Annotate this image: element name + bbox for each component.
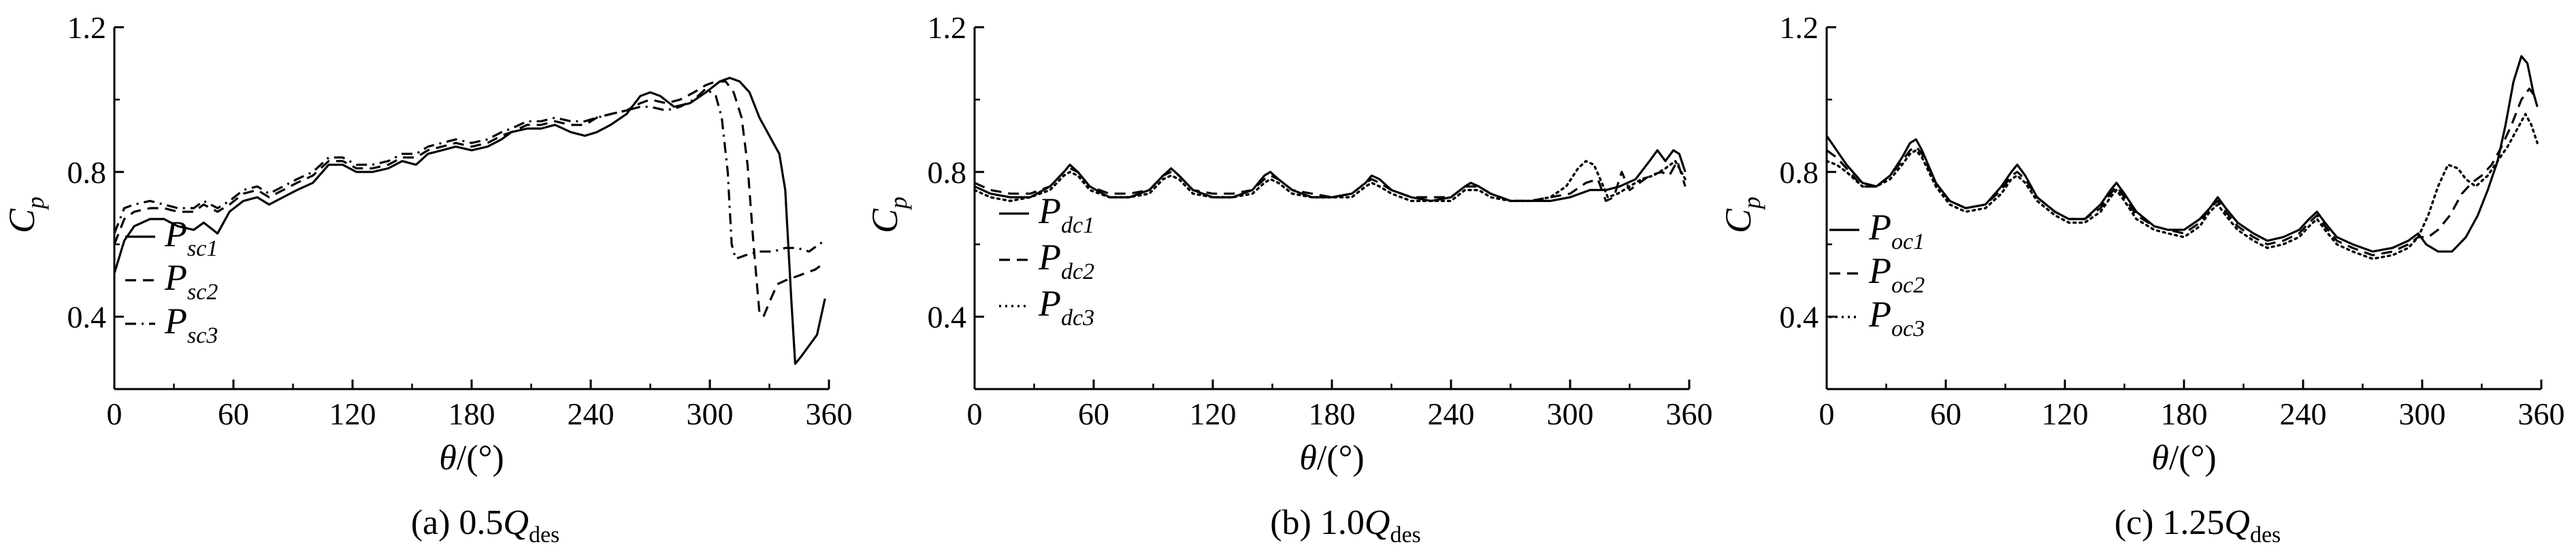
legend-label-sub: dc1 (1061, 213, 1094, 238)
series-line-Poc3 (1825, 113, 2539, 261)
x-tick-label: 60 (218, 397, 249, 431)
series-line-Pdc2 (974, 160, 1686, 202)
series-line-Pdc1 (974, 149, 1686, 202)
y-axis-label-sub: p (885, 197, 912, 211)
x-tick-label: 300 (687, 397, 734, 431)
legend-label-sub: dc2 (1061, 259, 1094, 284)
series-line-Poc2 (1826, 87, 2539, 256)
caption-symbol: Q (503, 503, 529, 542)
caption-symbol: Q (2224, 503, 2250, 542)
x-tick-label: 360 (806, 397, 853, 431)
caption-prefix: (c) 1.25 (2115, 503, 2225, 542)
x-axis-label: θ/(°) (439, 439, 504, 477)
legend-label-sub: dc3 (1061, 305, 1094, 331)
x-tick-label: 0 (1819, 397, 1835, 431)
x-tick-label: 240 (1428, 397, 1475, 431)
x-axis-label-symbol: θ (439, 439, 457, 477)
x-tick-label: 240 (2280, 397, 2327, 431)
x-axis-label-symbol: θ (1299, 439, 1317, 477)
x-tick-label: 0 (967, 397, 983, 431)
caption-symbol: Q (1365, 503, 1390, 542)
legend-label-sub: sc1 (187, 236, 218, 261)
series-line-Psc2 (113, 80, 826, 318)
x-axis-label-unit: /(°) (1317, 439, 1365, 477)
legend-label-Psc1: Psc1 (164, 214, 218, 261)
legend-label-sub: sc3 (187, 323, 218, 348)
y-tick-label: 1.2 (67, 10, 107, 45)
x-tick-label: 240 (568, 397, 615, 431)
y-tick-label: 0.4 (928, 300, 967, 335)
x-tick-label: 180 (1309, 397, 1356, 431)
x-tick-label: 180 (2161, 397, 2208, 431)
x-tick-label: 360 (2518, 397, 2565, 431)
panel-caption: (a) 0.5Qdes (411, 503, 560, 548)
x-tick-label: 180 (449, 397, 495, 431)
legend-label-Psc3: Psc3 (164, 301, 218, 348)
legend-label-sub: oc3 (1891, 316, 1925, 341)
caption-prefix: (a) 0.5 (411, 503, 504, 542)
y-tick-label: 0.4 (1780, 300, 1819, 335)
y-axis-label: Cp (1, 197, 49, 233)
legend-label-sub: sc2 (187, 280, 218, 305)
y-tick-label: 0.8 (1780, 155, 1819, 190)
legend-label-Pdc3: Pdc3 (1038, 283, 1094, 331)
x-tick-label: 60 (1930, 397, 1961, 431)
panel-caption: (c) 1.25Qdes (2115, 503, 2281, 548)
chart-panel-1: 0 60 120 180 240 300 360 0.4 0.8 1.2 Cp θ/(°) (a) 0.… (1, 10, 853, 548)
y-axis-label-sub: p (22, 197, 49, 211)
y-axis-label: Cp (1718, 197, 1765, 233)
x-axis-label-symbol: θ (2151, 439, 2169, 477)
y-axis-label: Cp (864, 197, 912, 233)
x-tick-label: 360 (1666, 397, 1713, 431)
x-tick-label: 300 (2399, 397, 2446, 431)
caption-prefix: (b) 1.0 (1270, 503, 1365, 542)
legend-label-Poc3: Poc3 (1868, 294, 1925, 341)
caption-sub: des (529, 522, 559, 548)
x-tick-label: 60 (1078, 397, 1109, 431)
caption-sub: des (2250, 522, 2281, 548)
y-tick-label: 0.4 (67, 300, 107, 335)
x-axis-label-unit: /(°) (457, 439, 504, 477)
x-tick-label: 120 (329, 397, 376, 431)
series-line-Psc3 (113, 87, 826, 261)
legend-label-Poc1: Poc1 (1868, 207, 1925, 254)
legend-label-Poc2: Poc2 (1868, 250, 1925, 298)
y-axis-label-sub: p (1738, 197, 1765, 211)
series-line-Pdc3 (973, 160, 1686, 203)
legend-label-Pdc2: Pdc2 (1038, 237, 1094, 284)
legend-label-Pdc1: Pdc1 (1038, 190, 1094, 238)
legend-label-sub: oc1 (1891, 229, 1925, 254)
y-tick-label: 0.8 (67, 155, 107, 190)
legend-label-sub: oc2 (1891, 273, 1925, 298)
x-axis-label-unit: /(°) (2169, 439, 2217, 477)
y-tick-label: 1.2 (1780, 10, 1819, 45)
x-tick-label: 300 (1547, 397, 1594, 431)
x-axis-label: θ/(°) (2151, 439, 2216, 477)
chart-panel-2: 0 60 120 180 240 300 360 0.4 0.8 1.2 Cp θ/(°) (b) 1.… (864, 10, 1713, 548)
x-tick-label: 0 (107, 397, 123, 431)
legend-label-Psc2: Psc2 (164, 257, 218, 305)
y-tick-label: 0.8 (928, 155, 967, 190)
series-line-Psc1 (113, 76, 826, 365)
y-tick-label: 1.2 (928, 10, 967, 45)
x-axis-label: θ/(°) (1299, 439, 1364, 477)
caption-sub: des (1390, 522, 1420, 548)
x-tick-label: 120 (1190, 397, 1237, 431)
x-tick-label: 120 (2042, 397, 2089, 431)
panel-caption: (b) 1.0Qdes (1270, 503, 1421, 548)
chart-panel-3: 0 60 120 180 240 300 360 0.4 0.8 1.2 Cp θ/(°) (c) 1.… (1718, 10, 2565, 548)
series-line-Poc1 (1825, 55, 2539, 253)
